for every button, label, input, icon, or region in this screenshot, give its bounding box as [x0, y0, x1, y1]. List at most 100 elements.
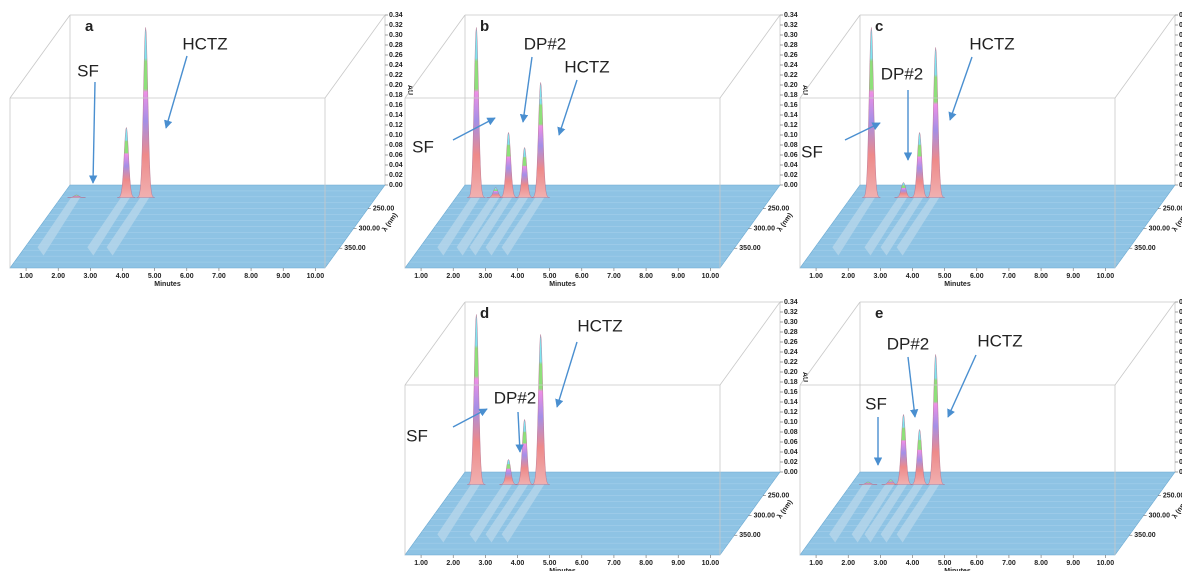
y-tick-label: 0.04 — [784, 162, 798, 169]
panel: 1.00 2.00 3.00 4.00 5.00 6.00 7.00 8.00 9.00 10.0… — [404, 299, 808, 571]
x-tick-label: 8.00 — [639, 273, 653, 280]
z-axis-label: λ (nm) — [776, 211, 795, 233]
z-tick-label: 250.00 — [1163, 206, 1182, 213]
z-tick-label: 300.00 — [1149, 512, 1171, 519]
x-axis-label: Minutes — [154, 281, 181, 288]
y-tick-label: 0.10 — [784, 419, 798, 426]
x-axis-label: Minutes — [549, 281, 576, 288]
y-tick-label: 0.04 — [389, 162, 403, 169]
peak-tail — [880, 197, 924, 256]
panel-label: d — [480, 305, 489, 322]
y-tick-label: 0.22 — [784, 72, 798, 79]
peak-tail — [832, 197, 875, 256]
y-tick-label: 0.34 — [784, 12, 798, 19]
x-tick-label: 5.00 — [543, 273, 557, 280]
y-tick-label: 0.34 — [389, 12, 403, 19]
z-tick-label: 350.00 — [739, 245, 761, 252]
y-tick-label: 0.10 — [784, 132, 798, 139]
peak — [531, 82, 550, 198]
y-tick-label: 0.00 — [389, 182, 403, 189]
y-tick-label: 0.30 — [1179, 32, 1182, 39]
peak-tail — [501, 197, 545, 256]
y-tick-label: 0.12 — [1179, 122, 1182, 129]
annotation: DP#2 — [887, 334, 930, 353]
x-tick-label: 5.00 — [938, 273, 952, 280]
peak-tail — [829, 484, 872, 543]
peak-tail — [437, 484, 480, 543]
annotation: DP#2 — [494, 388, 537, 407]
y-tick-label: 0.32 — [389, 22, 403, 29]
z-tick-label: 350.00 — [1134, 245, 1156, 252]
x-tick-label: 6.00 — [575, 560, 589, 567]
x-tick-label: 1.00 — [414, 273, 428, 280]
x-tick-label: 8.00 — [1034, 273, 1048, 280]
annotation: HCTZ — [969, 34, 1014, 53]
annotation-arrow — [519, 56, 533, 123]
x-tick-label: 10.00 — [702, 560, 720, 567]
y-tick-label: 0.14 — [389, 112, 403, 119]
box-edge — [9, 14, 71, 99]
peak-tail — [864, 197, 908, 256]
y-tick-label: 0.08 — [784, 142, 798, 149]
y-tick-label: 0.06 — [1179, 152, 1182, 159]
y-tick-label: 0.20 — [784, 82, 798, 89]
x-tick-label: 10.00 — [702, 273, 720, 280]
y-tick-label: 0.04 — [1179, 449, 1182, 456]
x-tick-label: 9.00 — [1066, 560, 1080, 567]
z-axis-label: λ (nm) — [1171, 498, 1182, 520]
x-tick-label: 2.00 — [841, 273, 855, 280]
y-tick-label: 0.24 — [1179, 349, 1182, 356]
x-tick-label: 4.00 — [511, 273, 525, 280]
y-tick-label: 0.02 — [389, 172, 403, 179]
x-tick-label: 9.00 — [671, 273, 685, 280]
x-tick-label: 1.00 — [19, 273, 33, 280]
x-tick-label: 4.00 — [906, 273, 920, 280]
box-edge — [719, 301, 781, 386]
y-tick-label: 0.26 — [1179, 52, 1182, 59]
x-tick-label: 6.00 — [575, 273, 589, 280]
annotation-arrow — [948, 56, 973, 121]
x-tick-label: 4.00 — [906, 560, 920, 567]
y-tick-label: 0.12 — [389, 122, 403, 129]
y-tick-label: 0.08 — [1179, 142, 1182, 149]
z-tick-label: 250.00 — [373, 206, 395, 213]
x-tick-label: 6.00 — [970, 560, 984, 567]
peak — [67, 194, 86, 198]
box-edge — [404, 301, 466, 386]
y-tick-label: 0.08 — [784, 429, 798, 436]
y-tick-label: 0.12 — [784, 122, 798, 129]
y-axis-label: AU — [801, 372, 808, 382]
panel: 1.00 2.00 3.00 4.00 5.00 6.00 7.00 8.00 9.00 10.0… — [9, 12, 413, 288]
x-tick-label: 6.00 — [180, 273, 194, 280]
y-tick-label: 0.26 — [1179, 339, 1182, 346]
x-tick-label: 9.00 — [276, 273, 290, 280]
annotation-arrow — [452, 408, 488, 428]
x-tick-label: 7.00 — [607, 560, 621, 567]
y-tick-label: 0.26 — [389, 52, 403, 59]
annotation-arrow — [844, 122, 881, 141]
z-tick-label: 250.00 — [768, 206, 790, 213]
y-tick-label: 0.30 — [784, 319, 798, 326]
peak — [894, 413, 913, 485]
y-axis-label: AU — [406, 85, 413, 95]
peak — [926, 354, 945, 485]
y-tick-label: 0.06 — [784, 439, 798, 446]
y-tick-label: 0.06 — [784, 152, 798, 159]
panel-label: b — [480, 18, 489, 35]
y-tick-label: 0.06 — [389, 152, 403, 159]
y-tick-label: 0.20 — [1179, 369, 1182, 376]
peak-tail — [37, 197, 81, 256]
peak-tail — [851, 484, 895, 543]
z-axis-label: λ (nm) — [776, 498, 795, 520]
y-tick-label: 0.18 — [1179, 92, 1182, 99]
y-tick-label: 0.14 — [1179, 399, 1182, 406]
z-axis-label: λ (nm) — [381, 211, 400, 233]
y-tick-label: 0.08 — [389, 142, 403, 149]
y-tick-label: 0.10 — [1179, 132, 1182, 139]
peak-tail — [469, 484, 513, 543]
panel-label: e — [875, 305, 883, 322]
y-tick-label: 0.34 — [1179, 12, 1182, 19]
peak — [467, 314, 486, 485]
